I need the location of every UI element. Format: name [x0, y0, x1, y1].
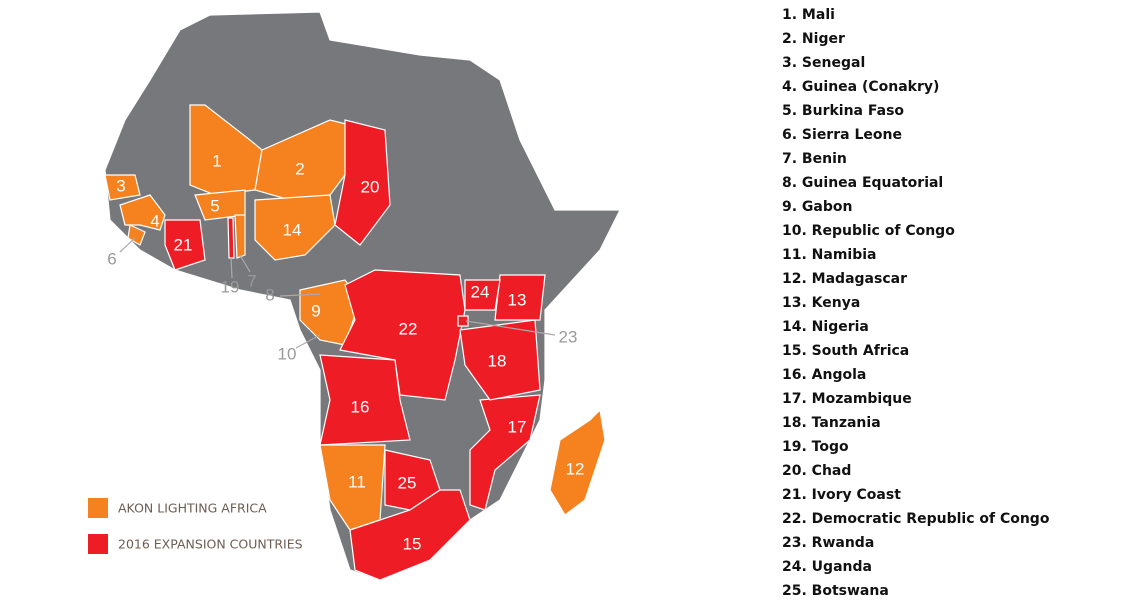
map-label: 5 — [210, 196, 219, 215]
country-item: 9. Gabon — [782, 199, 853, 215]
leader-line — [465, 320, 556, 336]
togo — [227, 217, 235, 259]
country-list: 1. Mali 2. Niger 3. Senegal 4. Guinea (Cona… — [782, 5, 1049, 605]
south-africa — [349, 489, 471, 581]
country-item: 21. Ivory Coast — [782, 487, 901, 503]
map-label: 14 — [283, 220, 302, 239]
leader-line — [239, 254, 251, 273]
mozambique — [469, 394, 541, 511]
country-item: 11. Namibia — [782, 247, 877, 263]
country-item: 14. Nigeria — [782, 319, 869, 335]
map-label: 7 — [247, 271, 256, 290]
country-item: 16. Angola — [782, 367, 867, 383]
legend-label: 2016 EXPANSION COUNTRIES — [118, 537, 303, 552]
uganda — [464, 279, 501, 311]
map-label: 6 — [107, 249, 116, 268]
country-item: 5. Burkina Faso — [782, 103, 905, 119]
country-item: 20. Chad — [782, 463, 852, 479]
leader-line — [295, 334, 321, 349]
map-label: 4 — [150, 211, 159, 230]
nigeria — [254, 194, 336, 261]
niger — [254, 119, 351, 201]
country-item: 24. Uganda — [782, 559, 872, 575]
map-label: 11 — [348, 472, 366, 491]
country-item: 1. Mali — [782, 7, 835, 23]
tanzania — [459, 319, 541, 401]
country-item: 23. Rwanda — [782, 535, 875, 551]
map-label: 1 — [212, 151, 221, 170]
map-label: 10 — [278, 344, 297, 363]
country-item: 25. Botswana — [782, 583, 889, 599]
map-label: 3 — [116, 176, 125, 195]
map-label: 24 — [471, 282, 490, 301]
map-label: 21 — [174, 235, 193, 254]
country-item: 19. Togo — [782, 439, 849, 455]
guinea — [119, 194, 166, 231]
chad — [334, 119, 391, 246]
leader-line — [119, 237, 136, 253]
country-item: 2. Niger — [782, 31, 845, 47]
map-label: 22 — [399, 319, 418, 338]
country-item: 3. Senegal — [782, 55, 866, 71]
map-label: 13 — [508, 290, 527, 309]
kenya — [494, 274, 546, 321]
country-item: 8. Guinea Equatorial — [782, 175, 944, 191]
country-item: 17. Mozambique — [782, 391, 912, 407]
rwanda — [457, 315, 469, 327]
country-item: 15. South Africa — [782, 343, 910, 359]
map-label: 17 — [508, 417, 527, 436]
senegal — [104, 174, 141, 201]
benin — [234, 214, 246, 259]
map-label: 20 — [361, 177, 380, 196]
madagascar — [549, 408, 606, 516]
map-label: 18 — [488, 351, 507, 370]
country-item: 6. Sierra Leone — [782, 127, 902, 143]
drc — [339, 269, 466, 401]
map-label: 16 — [351, 397, 370, 416]
leader-line — [230, 257, 233, 279]
map-label: 12 — [566, 459, 585, 478]
ivory-coast — [164, 219, 206, 271]
legend-label: AKON LIGHTING AFRICA — [118, 501, 267, 516]
leader-line — [279, 293, 321, 297]
map-label: 25 — [398, 473, 417, 492]
country-item: 12. Madagascar — [782, 271, 907, 287]
map-label: 8 — [265, 285, 274, 304]
angola — [319, 354, 411, 446]
country-item: 22. Democratic Republic of Congo — [782, 511, 1050, 527]
map-label: 9 — [311, 301, 320, 320]
country-item: 4. Guinea (Conakry) — [782, 79, 940, 95]
map-label: 23 — [559, 327, 578, 346]
country-item: 7. Benin — [782, 151, 847, 167]
map-label: 15 — [403, 534, 422, 553]
legend-swatch — [88, 498, 108, 518]
map-label: 19 — [221, 277, 240, 296]
country-item: 13. Kenya — [782, 295, 861, 311]
map-label: 2 — [295, 159, 304, 178]
country-item: 10. Republic of Congo — [782, 223, 955, 239]
country-item: 18. Tanzania — [782, 415, 881, 431]
legend-swatch — [88, 534, 108, 554]
